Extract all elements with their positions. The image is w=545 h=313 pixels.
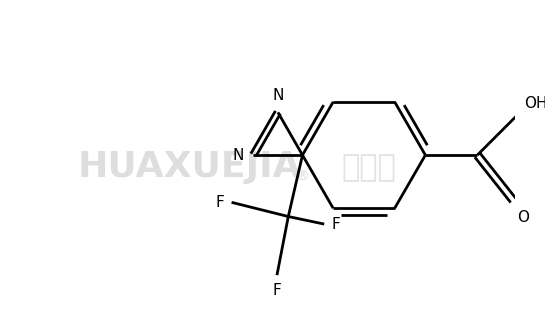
Text: F: F bbox=[215, 195, 224, 210]
Text: N: N bbox=[233, 148, 244, 162]
Text: O: O bbox=[517, 210, 529, 225]
Text: F: F bbox=[332, 217, 341, 232]
Text: N: N bbox=[272, 88, 283, 103]
Text: HUAXUEJIA: HUAXUEJIA bbox=[77, 150, 301, 184]
Text: ®: ® bbox=[295, 170, 310, 184]
Text: 化学加: 化学加 bbox=[341, 153, 396, 182]
Text: OH: OH bbox=[525, 96, 545, 111]
Text: F: F bbox=[272, 283, 281, 298]
